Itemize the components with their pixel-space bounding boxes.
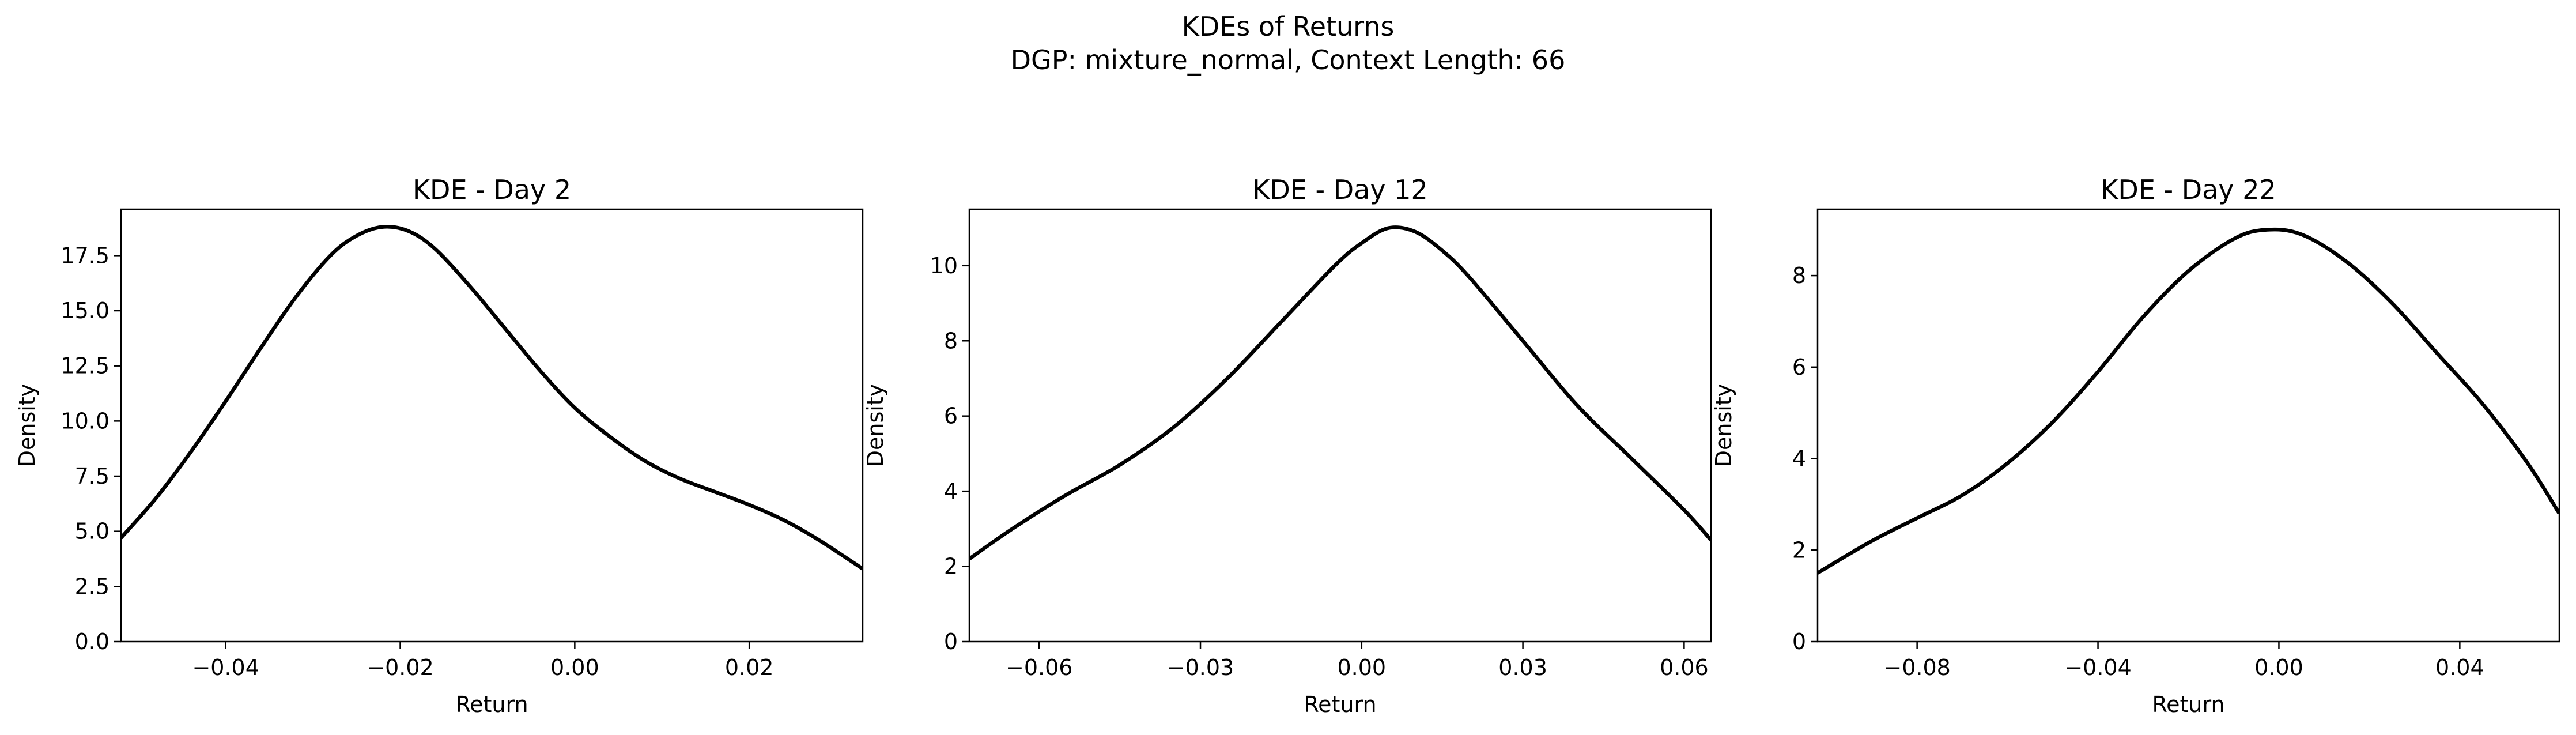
x-tick-label-1-1: −0.02 — [367, 655, 433, 680]
x-tick-label-2-0: −0.06 — [1006, 655, 1072, 680]
y-tick-label-1-0: 0.0 — [75, 629, 109, 654]
y-tick-label-1-6: 15.0 — [61, 298, 109, 323]
y-tick-label-1-7: 17.5 — [61, 243, 109, 268]
x-tick-label-3-3: 0.04 — [2435, 655, 2484, 680]
kde-curve-1 — [121, 225, 863, 571]
subplot-title-3: KDE - Day 22 — [2101, 174, 2276, 205]
y-tick-label-1-2: 5.0 — [75, 519, 109, 544]
x-tick-label-2-2: 0.00 — [1337, 655, 1386, 680]
subplot-2: −0.06 −0.03 0.00 0.03 0.06 0 2 4 6 8 10 KDE - Day 1… — [863, 174, 1712, 717]
x-axis-label-2: Return — [1304, 692, 1376, 717]
y-tick-label-2-1: 2 — [944, 554, 958, 579]
y-axis-label-3: Density — [1711, 384, 1736, 467]
y-tick-label-3-4: 8 — [1792, 263, 1806, 288]
kde-curve-2 — [969, 225, 1711, 561]
y-tick-label-1-4: 10.0 — [61, 408, 109, 434]
axes-frame-2 — [968, 208, 1712, 643]
y-tick-label-3-0: 0 — [1792, 629, 1806, 654]
y-tick-label-2-4: 8 — [944, 328, 958, 353]
x-tick-label-2-1: −0.03 — [1167, 655, 1234, 680]
y-axis-label-1: Density — [14, 384, 40, 467]
subplot-title-1: KDE - Day 2 — [413, 174, 571, 205]
x-tick-label-2-4: 0.06 — [1660, 655, 1709, 680]
y-tick-label-1-1: 2.5 — [75, 574, 109, 599]
axes-frame-1 — [120, 208, 864, 643]
x-tick-label-2-3: 0.03 — [1498, 655, 1547, 680]
y-tick-label-2-5: 10 — [930, 253, 958, 278]
figure-subtitle: DGP: mixture_normal, Context Length: 66 — [1011, 44, 1566, 76]
axes-frame-3 — [1816, 208, 2560, 643]
x-tick-label-1-3: 0.02 — [725, 655, 774, 680]
x-tick-label-1-0: −0.04 — [192, 655, 259, 680]
y-tick-label-2-2: 4 — [944, 478, 958, 504]
y-tick-label-2-3: 6 — [944, 404, 958, 429]
subplot-panels: −0.04 −0.02 0.00 0.02 0.0 2.5 5.0 7.5 10.0 12.5 15… — [14, 174, 2560, 717]
y-tick-label-1-3: 7.5 — [75, 463, 109, 489]
subplot-1: −0.04 −0.02 0.00 0.02 0.0 2.5 5.0 7.5 10.0 12.5 15… — [14, 174, 864, 717]
x-tick-label-3-2: 0.00 — [2254, 655, 2303, 680]
x-tick-label-3-0: −0.08 — [1883, 655, 1950, 680]
y-axis-label-2: Density — [863, 384, 888, 467]
figure-title: KDEs of Returns — [1182, 11, 1395, 42]
x-tick-label-3-1: −0.04 — [2064, 655, 2131, 680]
y-tick-label-3-1: 2 — [1792, 537, 1806, 563]
x-axis-label-3: Return — [2152, 692, 2224, 717]
x-tick-label-1-2: 0.00 — [550, 655, 599, 680]
y-tick-label-2-0: 0 — [944, 629, 958, 654]
x-axis-label-1: Return — [455, 692, 528, 717]
subplot-3: −0.08 −0.04 0.00 0.04 0 2 4 6 8 KDE - Day 22 Retur… — [1711, 174, 2560, 717]
y-tick-label-1-5: 12.5 — [61, 353, 109, 379]
subplot-title-2: KDE - Day 12 — [1252, 174, 1427, 205]
kde-curve-3 — [1818, 227, 2559, 575]
y-tick-label-3-3: 6 — [1792, 355, 1806, 380]
y-tick-label-3-2: 4 — [1792, 446, 1806, 472]
